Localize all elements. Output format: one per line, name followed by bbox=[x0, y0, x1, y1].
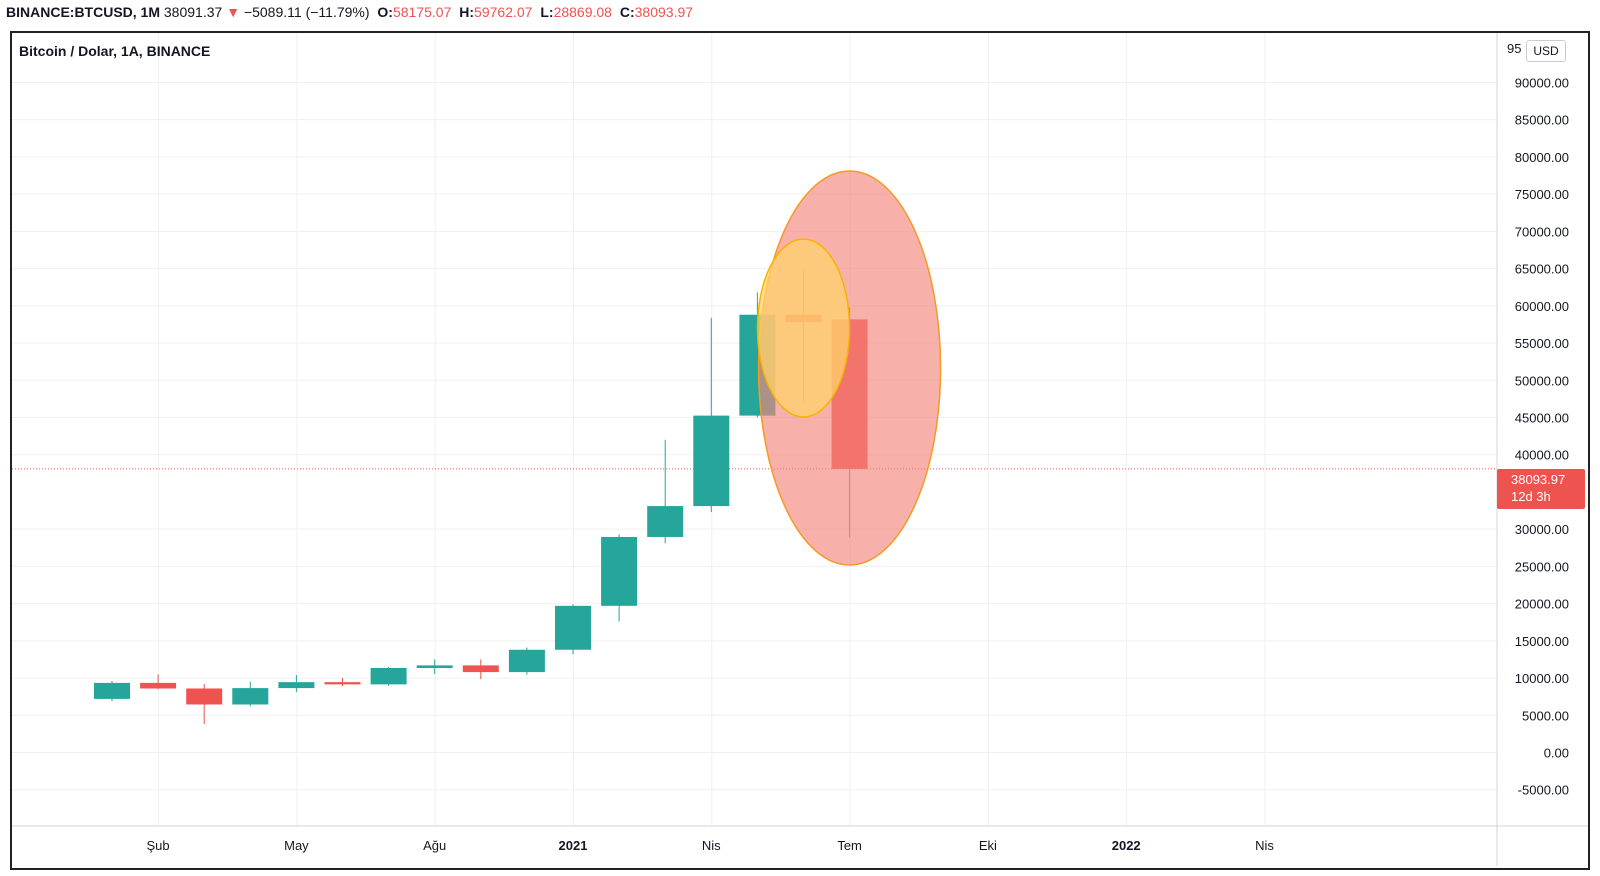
candle-body bbox=[324, 682, 361, 685]
price-tick-label: -5000.00 bbox=[1518, 783, 1569, 798]
price-tick-label: 95 bbox=[1507, 41, 1521, 56]
price-tick-label: 40000.00 bbox=[1515, 448, 1569, 463]
candle bbox=[693, 317, 730, 513]
candle bbox=[370, 666, 407, 686]
price-tick-label: 10000.00 bbox=[1515, 671, 1569, 686]
candle-body bbox=[186, 688, 223, 705]
time-tick-label: Nis bbox=[1255, 838, 1274, 853]
candle bbox=[94, 681, 130, 702]
price-tick-label: 90000.00 bbox=[1515, 75, 1569, 90]
price-tick-label: 65000.00 bbox=[1515, 262, 1569, 277]
open-value: 58175.07 bbox=[392, 4, 452, 20]
time-tick-label: Ağu bbox=[423, 838, 446, 853]
price-tick-label: 80000.00 bbox=[1515, 150, 1569, 165]
time-axis: Şub May Ağu 2021 Nis Tem Eki 2022 Nis bbox=[147, 838, 1275, 853]
symbol-header: BINANCE:BTCUSD, 1M 38091.37 ▼ −5089.11 (… bbox=[6, 4, 693, 20]
candle bbox=[508, 647, 545, 675]
candle-body bbox=[278, 682, 315, 689]
price-tick-label: 45000.00 bbox=[1515, 410, 1569, 425]
candle-body bbox=[370, 667, 407, 685]
price-tick-label: 55000.00 bbox=[1515, 336, 1569, 351]
price-change: −5089.11 (−11.79%) bbox=[243, 4, 370, 20]
price-tick-label: 75000.00 bbox=[1515, 187, 1569, 202]
price-tick-label: 50000.00 bbox=[1515, 373, 1569, 388]
candle-body bbox=[232, 688, 269, 705]
candle-body bbox=[508, 649, 545, 673]
price-tick-label: 25000.00 bbox=[1515, 559, 1569, 574]
down-arrow-icon: ▼ bbox=[226, 4, 241, 20]
price-axis: 90000.00 85000.00 80000.00 75000.00 70000.00… bbox=[1507, 41, 1569, 798]
candle bbox=[140, 674, 177, 690]
candles bbox=[94, 269, 868, 725]
price-tick-label: 0.00 bbox=[1544, 746, 1569, 761]
open-label: O: bbox=[377, 4, 393, 20]
candle-body bbox=[647, 506, 684, 537]
pane-title: Bitcoin / Dolar, 1A, BINANCE bbox=[19, 43, 211, 59]
high-label: H: bbox=[459, 4, 475, 20]
time-tick-label: May bbox=[284, 838, 309, 853]
candle bbox=[647, 439, 684, 544]
time-tick-label: Eki bbox=[979, 838, 997, 853]
candle bbox=[601, 534, 638, 622]
candle bbox=[555, 604, 591, 655]
currency-button[interactable]: USD bbox=[1526, 40, 1566, 62]
candle-body bbox=[140, 682, 177, 689]
candle-body bbox=[416, 665, 453, 668]
candle bbox=[186, 684, 223, 725]
candle-body bbox=[462, 665, 499, 673]
time-tick-label: Nis bbox=[702, 838, 721, 853]
last-price: 38091.37 bbox=[163, 4, 223, 20]
close-label: C: bbox=[619, 4, 635, 20]
candle-countdown: 12d 3h bbox=[1511, 489, 1551, 504]
time-tick-label: Şub bbox=[147, 838, 170, 853]
close-value: 38093.97 bbox=[634, 4, 694, 20]
time-tick-label: Tem bbox=[837, 838, 862, 853]
price-tick-label: 30000.00 bbox=[1515, 522, 1569, 537]
candle bbox=[416, 659, 453, 674]
price-tick-label: 60000.00 bbox=[1515, 299, 1569, 314]
time-tick-label: 2021 bbox=[559, 838, 588, 853]
candle-body bbox=[601, 536, 638, 606]
candle bbox=[462, 659, 499, 680]
chart-frame bbox=[10, 31, 1590, 870]
price-tick-label: 5000.00 bbox=[1522, 708, 1569, 723]
low-value: 28869.08 bbox=[553, 4, 612, 20]
price-tick-label: 70000.00 bbox=[1515, 224, 1569, 239]
candle-body bbox=[693, 415, 730, 507]
candle-body bbox=[94, 682, 130, 699]
time-tick-label: 2022 bbox=[1112, 838, 1141, 853]
highlight-ellipse-small bbox=[756, 238, 851, 418]
candle bbox=[232, 681, 269, 707]
high-value: 59762.07 bbox=[474, 4, 533, 20]
grid-lines bbox=[12, 33, 1497, 826]
candle bbox=[278, 675, 315, 693]
low-label: L: bbox=[540, 4, 554, 20]
candle bbox=[324, 678, 361, 687]
symbol-name[interactable]: BINANCE:BTCUSD, 1M bbox=[6, 4, 160, 20]
price-tick-label: 85000.00 bbox=[1515, 113, 1569, 128]
price-tick-label: 15000.00 bbox=[1515, 634, 1569, 649]
current-price-label: 38093.97 bbox=[1511, 472, 1566, 487]
candle-body bbox=[555, 605, 591, 650]
price-tick-label: 20000.00 bbox=[1515, 597, 1569, 612]
current-price-tag: 38093.97 12d 3h bbox=[1497, 469, 1585, 509]
